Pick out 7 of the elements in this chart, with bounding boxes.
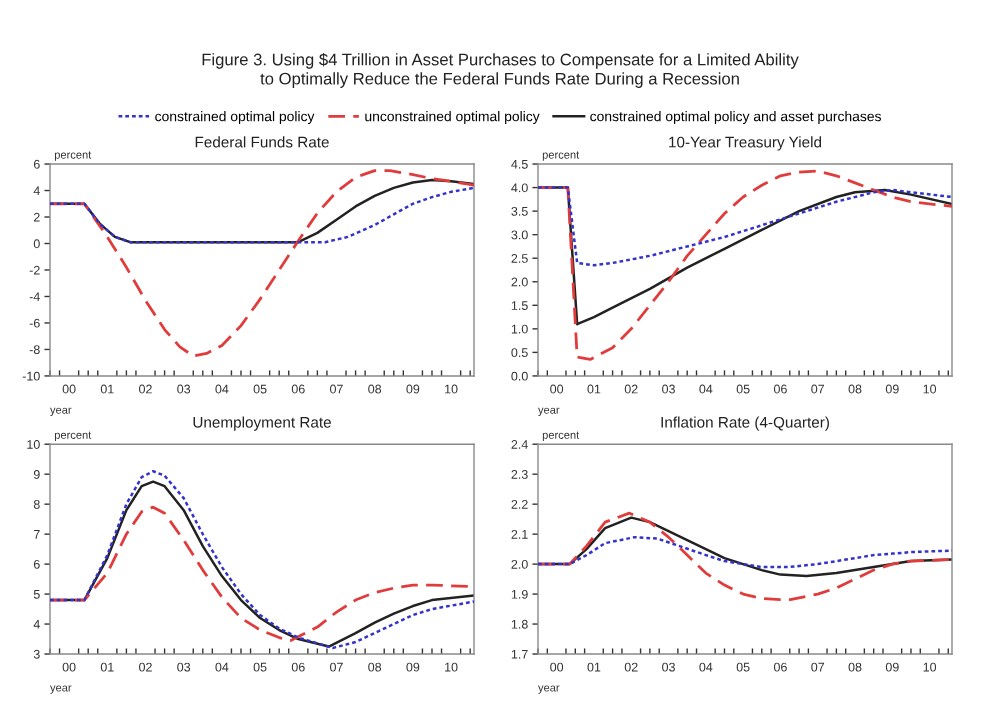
line-series [538,535,952,569]
line-series [538,186,952,267]
line-series [50,505,474,642]
line-series [50,169,474,358]
line-series [538,511,952,602]
line-series [538,169,952,361]
caption: Figure 3. Using $4 Trillion in Asset Purchases to Compensate for a Limited Ability to Optimally Reduce the Federal Funds Rate During a Recession [202,52,799,88]
